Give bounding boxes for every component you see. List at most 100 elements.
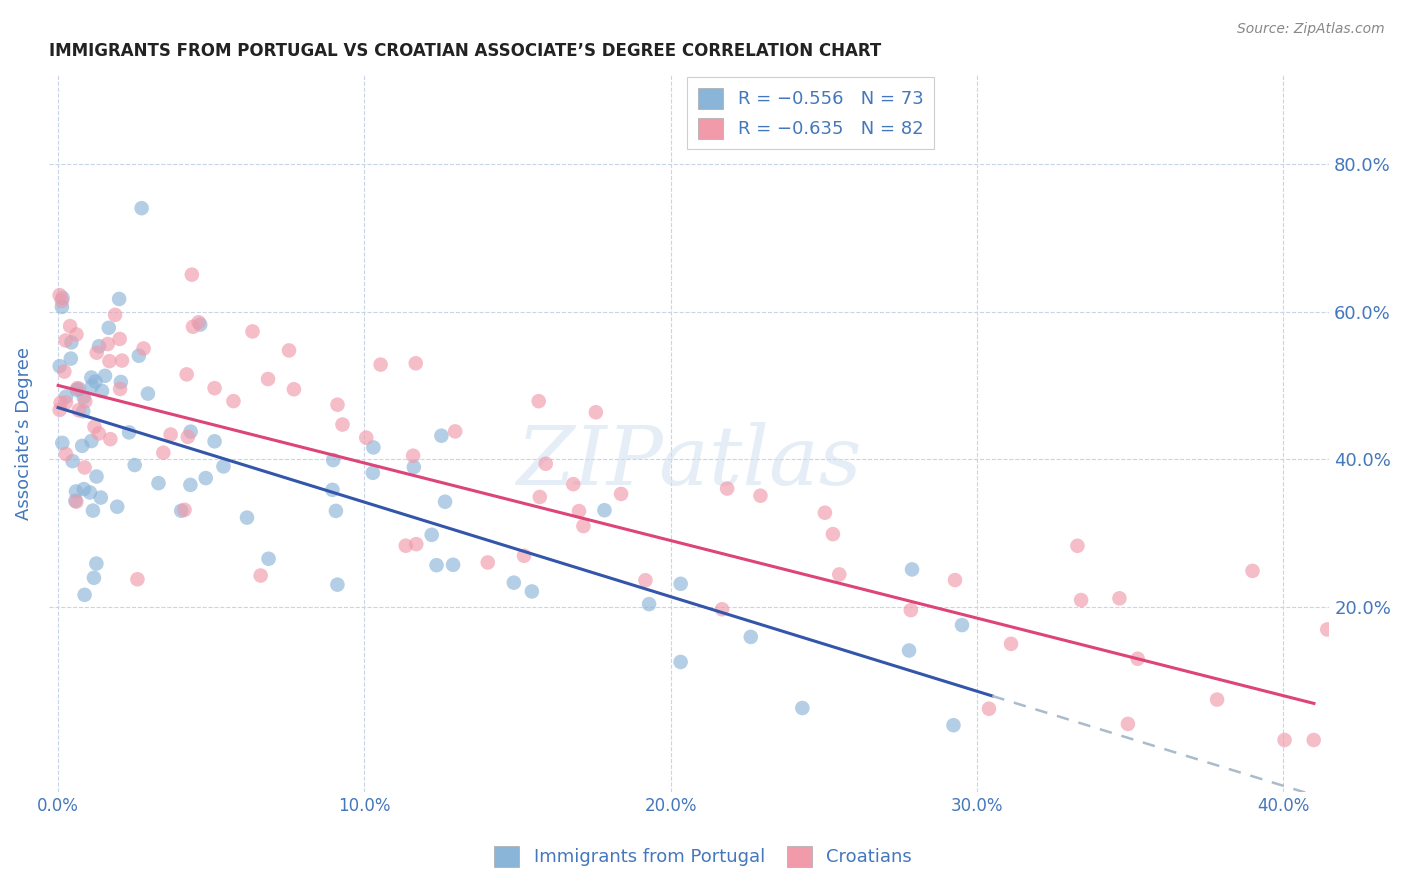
Point xyxy=(111,353,134,368)
Point xyxy=(420,528,443,542)
Point xyxy=(80,379,103,393)
Point xyxy=(72,404,94,418)
Point xyxy=(520,584,543,599)
Point xyxy=(86,345,108,359)
Point xyxy=(124,458,146,472)
Point xyxy=(51,293,73,308)
Point xyxy=(53,365,76,379)
Point xyxy=(59,319,82,334)
Point xyxy=(187,315,209,329)
Point xyxy=(87,426,110,441)
Point xyxy=(48,288,70,302)
Point xyxy=(86,557,108,571)
Point xyxy=(104,308,127,322)
Point xyxy=(131,201,153,215)
Point xyxy=(572,519,595,533)
Point xyxy=(568,504,591,518)
Point xyxy=(73,588,96,602)
Point xyxy=(1126,652,1149,666)
Point xyxy=(1302,733,1324,747)
Point xyxy=(212,459,235,474)
Point xyxy=(901,562,924,576)
Point xyxy=(65,484,87,499)
Point xyxy=(66,383,89,397)
Point xyxy=(180,425,202,439)
Point xyxy=(118,425,141,440)
Point xyxy=(159,427,181,442)
Point xyxy=(180,268,202,282)
Point xyxy=(593,503,616,517)
Point xyxy=(529,490,551,504)
Point xyxy=(65,493,87,508)
Point xyxy=(222,394,245,409)
Point xyxy=(236,510,259,524)
Point xyxy=(177,430,200,444)
Point xyxy=(80,370,103,384)
Point xyxy=(1108,591,1130,606)
Point xyxy=(70,439,93,453)
Point xyxy=(977,702,1000,716)
Point xyxy=(828,567,851,582)
Point xyxy=(502,575,524,590)
Point xyxy=(132,342,155,356)
Point xyxy=(55,334,77,348)
Point xyxy=(326,577,349,591)
Point xyxy=(181,319,204,334)
Point xyxy=(204,381,226,395)
Point xyxy=(97,320,120,334)
Point xyxy=(562,477,585,491)
Point xyxy=(87,339,110,353)
Point xyxy=(322,453,344,467)
Text: Source: ZipAtlas.com: Source: ZipAtlas.com xyxy=(1237,22,1385,37)
Point xyxy=(513,549,536,563)
Point xyxy=(127,572,149,586)
Point xyxy=(91,384,114,398)
Text: ZIPatlas: ZIPatlas xyxy=(516,422,862,502)
Point xyxy=(405,356,427,370)
Point xyxy=(669,576,692,591)
Y-axis label: Associate’s Degree: Associate’s Degree xyxy=(15,347,32,520)
Point xyxy=(170,504,193,518)
Point xyxy=(1116,717,1139,731)
Point xyxy=(814,506,837,520)
Point xyxy=(73,390,96,404)
Point xyxy=(441,558,464,572)
Point xyxy=(55,395,77,409)
Point xyxy=(444,425,467,439)
Point xyxy=(1274,733,1296,747)
Point xyxy=(65,494,87,508)
Point xyxy=(136,386,159,401)
Point xyxy=(110,375,132,389)
Point xyxy=(402,449,425,463)
Point xyxy=(108,332,131,346)
Point xyxy=(83,571,105,585)
Point xyxy=(97,337,120,351)
Point xyxy=(152,446,174,460)
Point xyxy=(108,292,131,306)
Point xyxy=(173,503,195,517)
Point xyxy=(900,603,922,617)
Point xyxy=(1206,692,1229,706)
Point xyxy=(257,372,280,386)
Point xyxy=(792,701,814,715)
Point xyxy=(1066,539,1088,553)
Point xyxy=(90,491,112,505)
Point xyxy=(634,574,657,588)
Point xyxy=(79,485,101,500)
Point xyxy=(194,471,217,485)
Point xyxy=(610,487,633,501)
Point xyxy=(321,483,343,497)
Point xyxy=(434,494,457,508)
Point xyxy=(1000,637,1022,651)
Point xyxy=(98,432,121,446)
Point xyxy=(405,537,427,551)
Point xyxy=(59,351,82,366)
Point xyxy=(51,291,73,305)
Point xyxy=(60,335,83,350)
Point xyxy=(402,460,425,475)
Point xyxy=(86,469,108,483)
Point xyxy=(534,457,557,471)
Point xyxy=(65,327,87,342)
Point xyxy=(1070,593,1092,607)
Point xyxy=(51,300,73,314)
